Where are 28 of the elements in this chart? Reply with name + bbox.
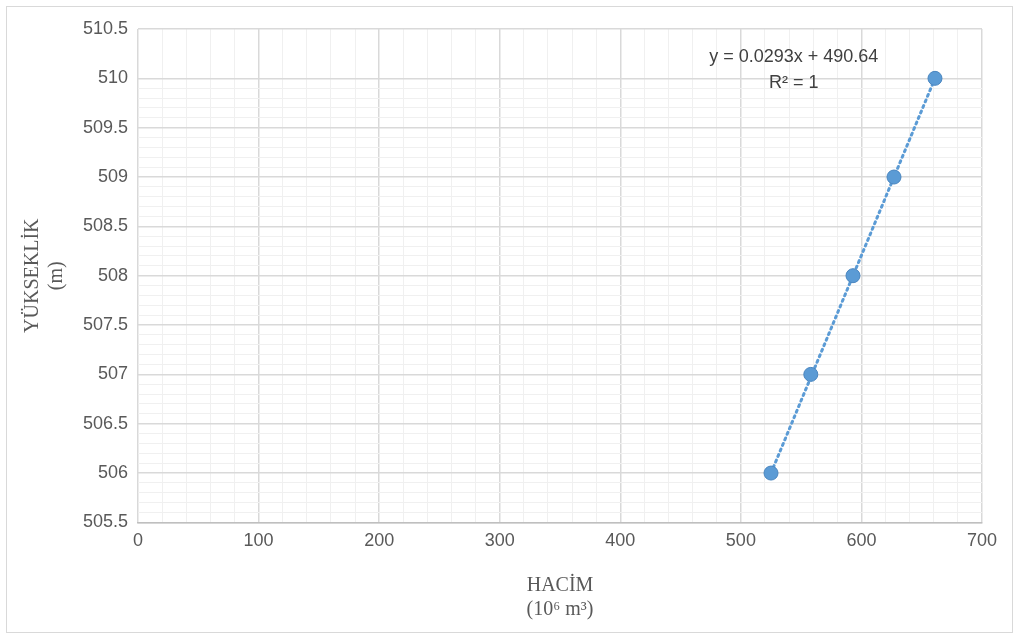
- x-tick-label: 400: [605, 530, 636, 551]
- annotation: R² = 1: [769, 71, 819, 92]
- y-tick-label: 509: [98, 165, 129, 186]
- y-tick-label: 507.5: [83, 314, 129, 335]
- y-tick-label: 505.5: [83, 511, 129, 532]
- point: [803, 366, 819, 382]
- y-axis-title: YÜKSEKLİK (m): [20, 217, 68, 333]
- x-tick-label: 0: [133, 530, 144, 551]
- point: [845, 268, 861, 284]
- point: [763, 465, 779, 481]
- x-axis-title: HACİM (10⁶ m³): [526, 573, 594, 621]
- point: [886, 169, 902, 185]
- x-tick-label: 100: [243, 530, 274, 551]
- y-tick-label: 508.5: [83, 215, 129, 236]
- x-tick-label: 700: [966, 530, 998, 551]
- y-tick-label: 506.5: [83, 412, 129, 433]
- y-tick-label: 507: [98, 363, 129, 384]
- x-tick-label: 600: [846, 530, 877, 551]
- y-tick-label: 506: [98, 462, 129, 483]
- annotation: y = 0.0293x + 490.64: [709, 45, 879, 66]
- y-tick-label: 510: [98, 67, 129, 88]
- x-tick-label: 300: [484, 530, 515, 551]
- y-tick-label: 510.5: [83, 17, 129, 38]
- x-tick-label: 500: [725, 530, 756, 551]
- x-tick-label: 200: [364, 530, 395, 551]
- y-tick-label: 508: [98, 264, 129, 285]
- y-tick-label: 509.5: [83, 116, 129, 137]
- point: [927, 70, 943, 86]
